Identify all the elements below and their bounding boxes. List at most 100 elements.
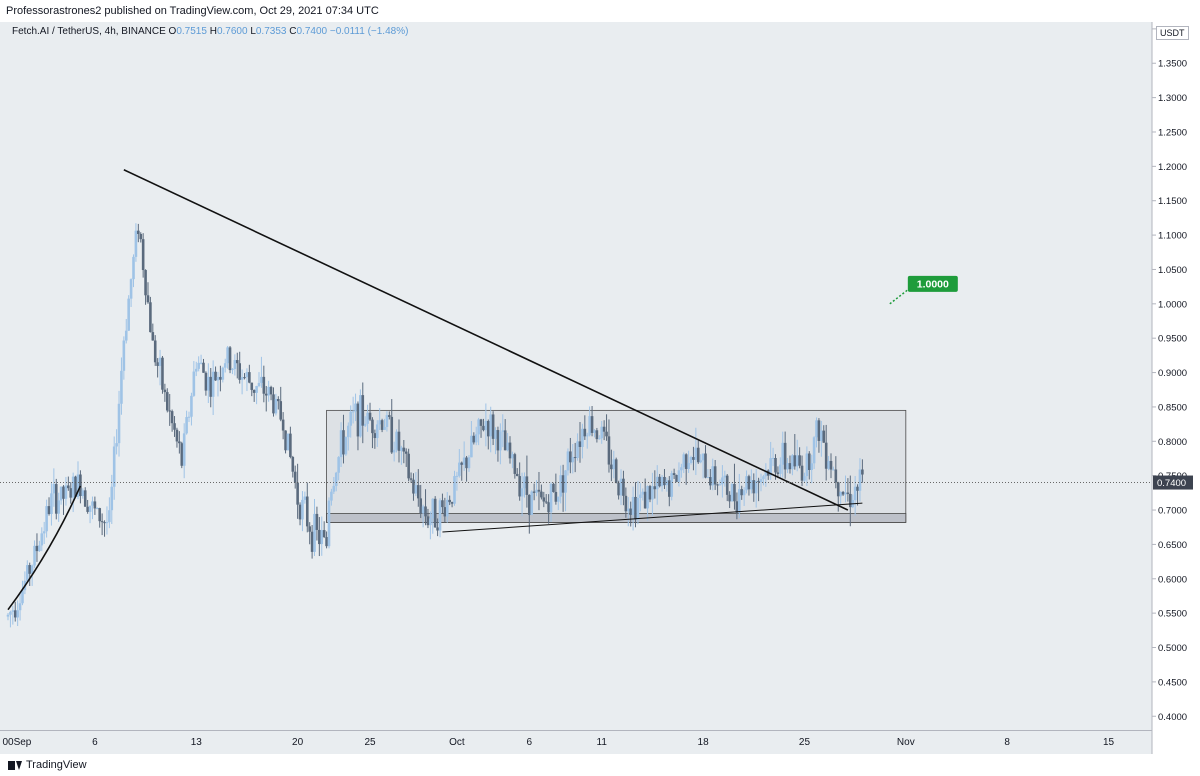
candle-body: [559, 475, 562, 497]
candle-body: [479, 419, 483, 426]
candle-body: [146, 295, 150, 303]
candle-body: [52, 484, 56, 494]
candle-body: [503, 430, 507, 451]
rising-support-line[interactable]: [442, 502, 863, 533]
candle-body: [158, 357, 162, 366]
candle-body: [834, 469, 838, 483]
candle-body: [197, 362, 200, 369]
candle-body: [856, 486, 859, 491]
candle-body: [165, 392, 169, 411]
candle-body: [431, 498, 435, 519]
candle-body: [585, 435, 589, 437]
x-tick-label: 18: [698, 737, 710, 748]
candle-body: [211, 371, 215, 397]
candle-body: [670, 473, 674, 497]
early-uptrend-line[interactable]: [7, 485, 82, 611]
candle-body: [105, 522, 109, 524]
candle-body: [781, 442, 785, 465]
candle-body: [839, 491, 842, 497]
candle-body: [595, 430, 599, 440]
candle-body: [40, 533, 44, 546]
candle-body: [612, 459, 616, 470]
candle-body: [636, 497, 640, 520]
candle-body: [779, 464, 782, 474]
chart-area[interactable]: 0.4000 0.4500 0.5000 0.5500 0.6000 0.6500 0.70…: [0, 22, 1200, 754]
candle-body: [547, 502, 550, 513]
current-price-marker: [1153, 475, 1193, 490]
candle-body: [701, 453, 705, 461]
candle-body: [250, 382, 254, 390]
candle-body: [132, 256, 135, 280]
price-chart[interactable]: 0.4000 0.4500 0.5000 0.5500 0.6000 0.6500 0.70…: [0, 22, 1200, 754]
candle-body: [286, 433, 290, 451]
candle-body: [320, 530, 324, 545]
candle-body: [69, 488, 73, 498]
x-tick-label: 15: [1103, 737, 1115, 748]
plot-background: [0, 22, 1152, 754]
candle-body: [639, 494, 642, 498]
candle-body: [515, 473, 519, 477]
candle-body: [366, 412, 369, 424]
candle-body: [11, 610, 15, 612]
x-tick-label: 00: [2, 737, 14, 748]
candle-body: [846, 492, 850, 494]
candle-body: [50, 493, 53, 515]
open-label: O: [168, 26, 177, 37]
x-tick-label: Nov: [897, 737, 915, 748]
candle-body: [735, 501, 739, 513]
candle-body: [264, 393, 268, 396]
symbol-name[interactable]: Fetch.AI / TetherUS, 4h, BINANCE: [12, 26, 166, 37]
candle-body: [508, 442, 512, 459]
candle-body: [272, 394, 275, 414]
candle-body: [532, 491, 536, 493]
candle-body: [368, 412, 372, 420]
candle-body: [486, 420, 490, 437]
candle-body: [544, 501, 548, 503]
candle-body: [853, 486, 857, 501]
candle-body: [257, 382, 261, 387]
close-value: 0.7400: [296, 26, 328, 37]
candle-body: [18, 603, 22, 611]
candle-body: [74, 476, 77, 497]
candle-body: [458, 462, 461, 476]
candle-body: [844, 492, 847, 495]
candle-body: [653, 486, 657, 490]
candle-body: [764, 470, 768, 477]
candle-body: [388, 415, 391, 417]
candle-body: [564, 470, 567, 493]
support-zone[interactable]: [326, 513, 907, 523]
target-label-box[interactable]: [907, 275, 958, 292]
candle-body: [332, 485, 336, 492]
candle-body: [537, 489, 541, 492]
currency-badge[interactable]: USDT: [1156, 26, 1189, 40]
downtrend-line[interactable]: [123, 169, 849, 511]
candle-body: [805, 453, 809, 477]
candle-body: [491, 414, 495, 439]
candle-body: [561, 475, 565, 493]
candle-body: [494, 430, 497, 439]
candle-body: [110, 486, 114, 511]
candle-body: [598, 438, 601, 440]
candle-body: [472, 435, 476, 443]
candle-body: [737, 489, 741, 513]
candle-body: [771, 458, 775, 460]
candle-body: [721, 477, 724, 485]
candle-body: [740, 489, 744, 496]
candle-body: [361, 395, 365, 426]
candle-body: [91, 501, 94, 506]
x-tick-label: 20: [292, 737, 304, 748]
x-tick-label: Oct: [449, 737, 465, 748]
candle-body: [95, 508, 99, 510]
y-tick-label: 0.9000: [1158, 368, 1187, 379]
candle-body: [711, 466, 715, 486]
close-label: C: [289, 26, 297, 37]
candle-body: [298, 504, 302, 520]
candle-body: [718, 484, 722, 486]
candle-body: [354, 403, 357, 412]
candle-body: [385, 415, 389, 427]
candle-body: [465, 457, 468, 469]
candle-body: [441, 500, 444, 508]
price-axis-background[interactable]: [1152, 22, 1200, 754]
publish-text: Professorastrones2 published on TradingV…: [6, 5, 379, 17]
candle-body: [489, 414, 493, 437]
